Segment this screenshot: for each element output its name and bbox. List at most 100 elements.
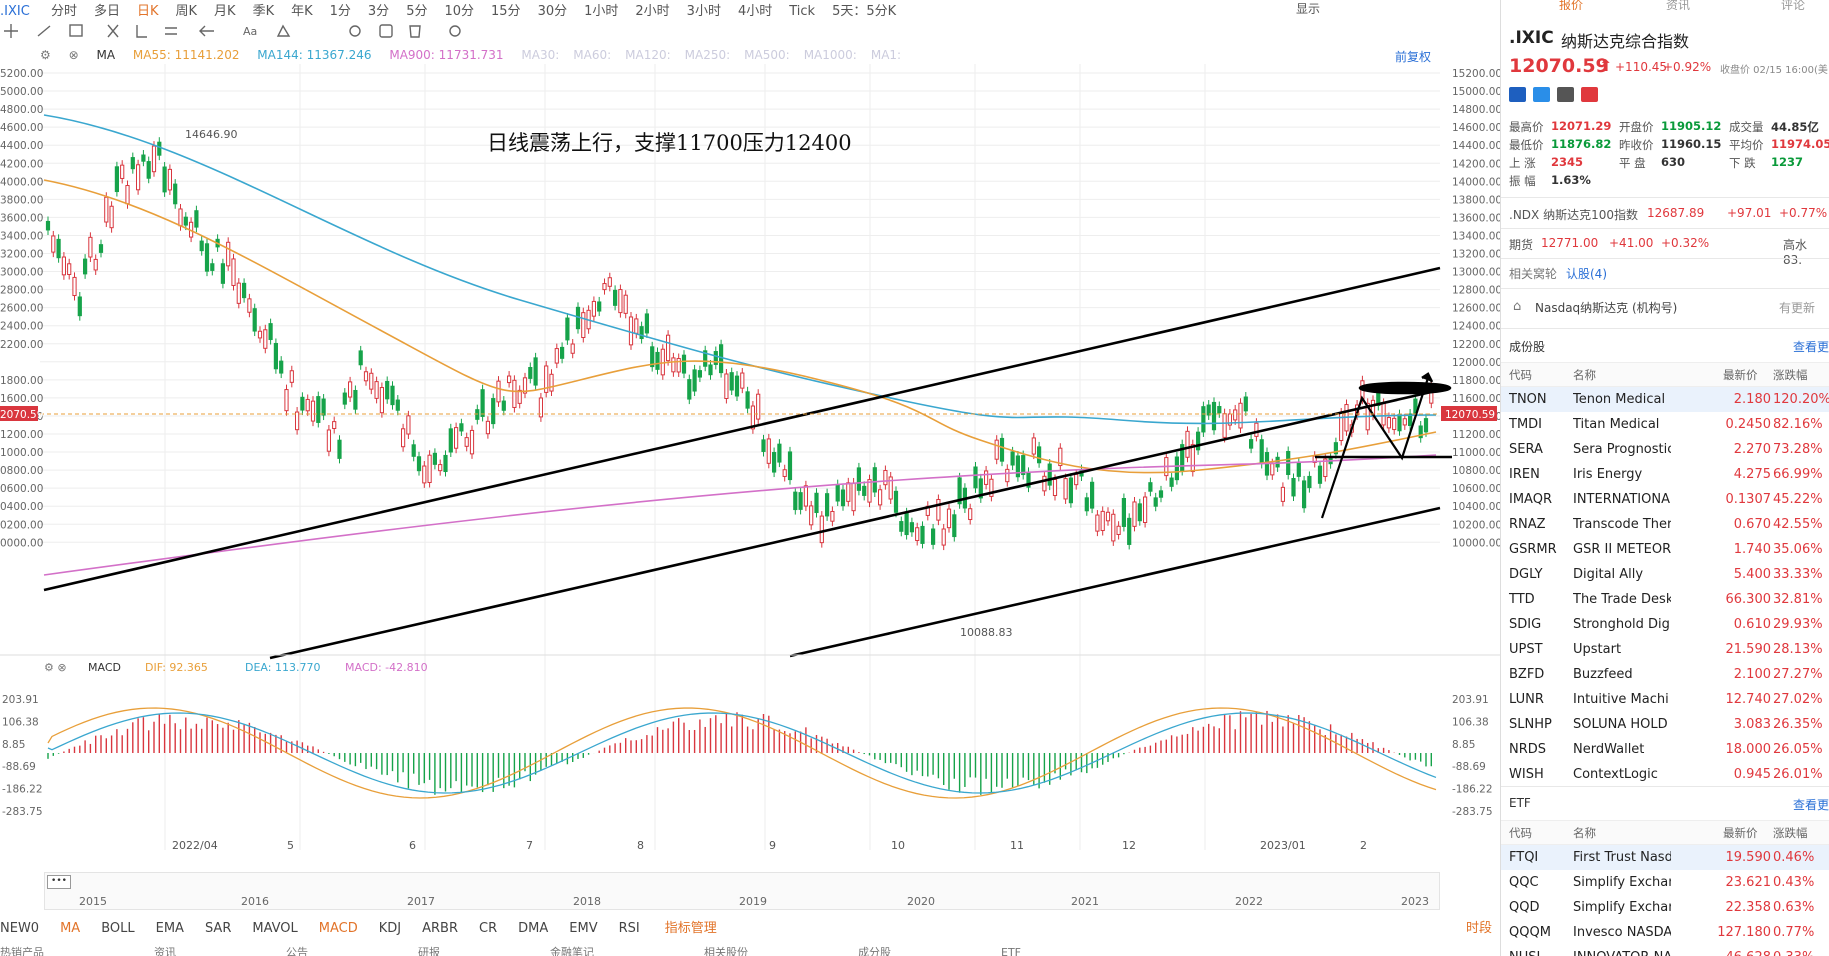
side-tab-1[interactable]: 资讯 [1666, 0, 1691, 10]
period-8[interactable]: 3分 [367, 4, 390, 18]
table-row[interactable]: TTD The Trade Desk 66.300 32.81% [1501, 587, 1829, 612]
table-row[interactable]: GSRMR GSR II METEOR 1.740 35.06% [1501, 537, 1829, 562]
column-header[interactable]: 最新价 [1723, 826, 1758, 840]
session-button[interactable]: 时段 [1466, 921, 1493, 936]
drawing-tools-icons[interactable]: Aa [0, 20, 480, 42]
bottom-tab[interactable]: 相关股份 [704, 946, 748, 956]
table-row[interactable]: IMAQR INTERNATIONA 0.1307 45.22% [1501, 487, 1829, 512]
price-chart[interactable]: 15200.00 5200.00 15000.00 5000.00 14800.00 48… [0, 64, 1500, 874]
table-row[interactable]: IREN Iris Energy 4.275 66.99% [1501, 462, 1829, 487]
table-row[interactable]: UPST Upstart 21.590 28.13% [1501, 637, 1829, 662]
flag-icon[interactable] [1509, 87, 1526, 102]
row-name: Sera Prognostic [1573, 442, 1671, 457]
indicator-tab-mavol[interactable]: MAVOL [252, 921, 298, 936]
exchange-name[interactable]: Nasdaq纳斯达克 (机构号) [1535, 301, 1678, 315]
table-row[interactable]: NUSI INNOVATOR NA 46.6280.33% [1501, 945, 1829, 956]
column-header[interactable]: 涨跌幅 [1773, 368, 1808, 382]
ma-label[interactable]: MA [96, 48, 116, 62]
table-row[interactable]: TNON Tenon Medical 2.180 120.20% [1501, 387, 1829, 412]
period-6[interactable]: 年K [291, 4, 313, 18]
period-13[interactable]: 1小时 [584, 4, 619, 18]
bottom-tab[interactable]: 金融笔记 [550, 946, 594, 956]
column-header[interactable]: 名称 [1573, 368, 1596, 382]
indicator-tab-rsi[interactable]: RSI [618, 921, 640, 936]
candle-body [120, 164, 125, 179]
table-row[interactable]: BZFD Buzzfeed 2.100 27.27% [1501, 662, 1829, 687]
period-16[interactable]: 4小时 [737, 4, 773, 18]
period-10[interactable]: 10分 [444, 4, 475, 18]
indicator-tab-new0[interactable]: NEW0 [0, 921, 40, 936]
table-row[interactable]: SDIG Stronghold Dig 0.610 29.93% [1501, 612, 1829, 637]
display-menu[interactable]: 显示 [1296, 2, 1321, 16]
bottom-tab[interactable]: 热销产品 [0, 946, 44, 956]
close-icon[interactable]: ⊗ [68, 48, 79, 62]
indicator-tab-kdj[interactable]: KDJ [378, 921, 402, 936]
exchange-update[interactable]: 有更新 [1779, 301, 1816, 315]
adjust-mode[interactable]: 前复权 [1395, 50, 1432, 64]
period-0[interactable]: 分时 [50, 4, 77, 18]
indicator-tab-ema[interactable]: EMA [155, 921, 184, 936]
time-navigator[interactable]: ••• 2015 2016 2017 2018 2019 2020 2021 2022 2023 [44, 872, 1440, 910]
candle-body [61, 256, 66, 276]
bottom-tab[interactable]: ETF [1001, 946, 1021, 956]
constituents-header-row: 代码 名称 最新价 涨跌幅 [1501, 362, 1829, 387]
constituents-more-link[interactable]: 查看更多 [1793, 340, 1829, 354]
period-14[interactable]: 2小时 [635, 4, 670, 18]
indicator-tab-cr[interactable]: CR [479, 921, 498, 936]
period-17[interactable]: Tick [789, 4, 816, 18]
heart-icon[interactable] [1581, 87, 1598, 102]
table-row[interactable]: QQQM Invesco NASDAQ 127.1800.77% [1501, 920, 1829, 945]
table-row[interactable]: TMDI Titan Medical 0.2450 82.16% [1501, 412, 1829, 437]
side-tab-2[interactable]: 评论 [1781, 0, 1806, 10]
table-row[interactable]: RNAZ Transcode Ther 0.670 42.55% [1501, 512, 1829, 537]
bottom-tab[interactable]: 公告 [286, 946, 308, 956]
indicator-manage-button[interactable]: 指标管理 [664, 921, 717, 936]
period-12[interactable]: 30分 [537, 4, 568, 18]
period-4[interactable]: 月K [214, 4, 236, 18]
period-11[interactable]: 15分 [491, 4, 521, 18]
column-header[interactable]: 名称 [1573, 826, 1596, 840]
indicator-tab-emv[interactable]: EMV [569, 921, 598, 936]
period-18[interactable]: 5天：5分K [832, 4, 897, 18]
bottom-tab[interactable]: 研报 [418, 946, 440, 956]
navigator-handle[interactable]: ••• [47, 875, 71, 889]
period-9[interactable]: 5分 [406, 4, 428, 18]
period-7[interactable]: 1分 [329, 4, 351, 18]
side-tab-0[interactable]: 报价 [1559, 0, 1584, 10]
table-row[interactable]: WISH ContextLogic 0.945 26.01% [1501, 762, 1829, 787]
candle-body [756, 393, 761, 420]
column-header[interactable]: 涨跌幅 [1773, 826, 1808, 840]
period-1[interactable]: 多日 [93, 4, 120, 18]
period-3[interactable]: 周K [175, 4, 198, 18]
table-row[interactable]: SLNHP SOLUNA HOLD 3.083 26.35% [1501, 712, 1829, 737]
table-row[interactable]: SERA Sera Prognostic 2.270 73.28% [1501, 437, 1829, 462]
column-header[interactable]: 代码 [1509, 368, 1532, 382]
table-row[interactable]: DGLY Digital Ally 5.400 33.33% [1501, 562, 1829, 587]
high-label: 14646.90 [185, 128, 238, 141]
column-header[interactable]: 代码 [1509, 826, 1532, 840]
indicator-tab-sar[interactable]: SAR [204, 921, 232, 936]
etf-more-link[interactable]: 查看更多 [1793, 798, 1829, 812]
bottom-tab[interactable]: 成分股 [858, 946, 891, 956]
table-row[interactable]: NRDS NerdWallet 18.000 26.05% [1501, 737, 1829, 762]
bottom-tab[interactable]: 资讯 [154, 946, 176, 956]
indicator-tab-boll[interactable]: BOLL [101, 921, 135, 936]
period-5[interactable]: 季K [252, 4, 275, 18]
table-row[interactable]: LUNR Intuitive Machi 12.740 27.02% [1501, 687, 1829, 712]
doc-icon[interactable] [1557, 87, 1574, 102]
indicator-tab-arbr[interactable]: ARBR [422, 921, 459, 936]
ndx-label[interactable]: .NDX 纳斯达克100指数 [1509, 208, 1638, 222]
indicator-tab-macd[interactable]: MACD [318, 921, 358, 936]
gear-icon[interactable]: ⚙ [40, 48, 51, 62]
period-2[interactable]: 日K [136, 4, 159, 18]
indicator-tab-ma[interactable]: MA [60, 921, 81, 936]
lightning-icon[interactable] [1533, 87, 1550, 102]
indicator-tab-dma[interactable]: DMA [518, 921, 549, 936]
symbol-label[interactable]: .IXIC [0, 4, 30, 18]
related-link[interactable]: 认股(4) [1566, 267, 1607, 281]
column-header[interactable]: 最新价 [1723, 368, 1758, 382]
period-15[interactable]: 3小时 [686, 4, 721, 18]
